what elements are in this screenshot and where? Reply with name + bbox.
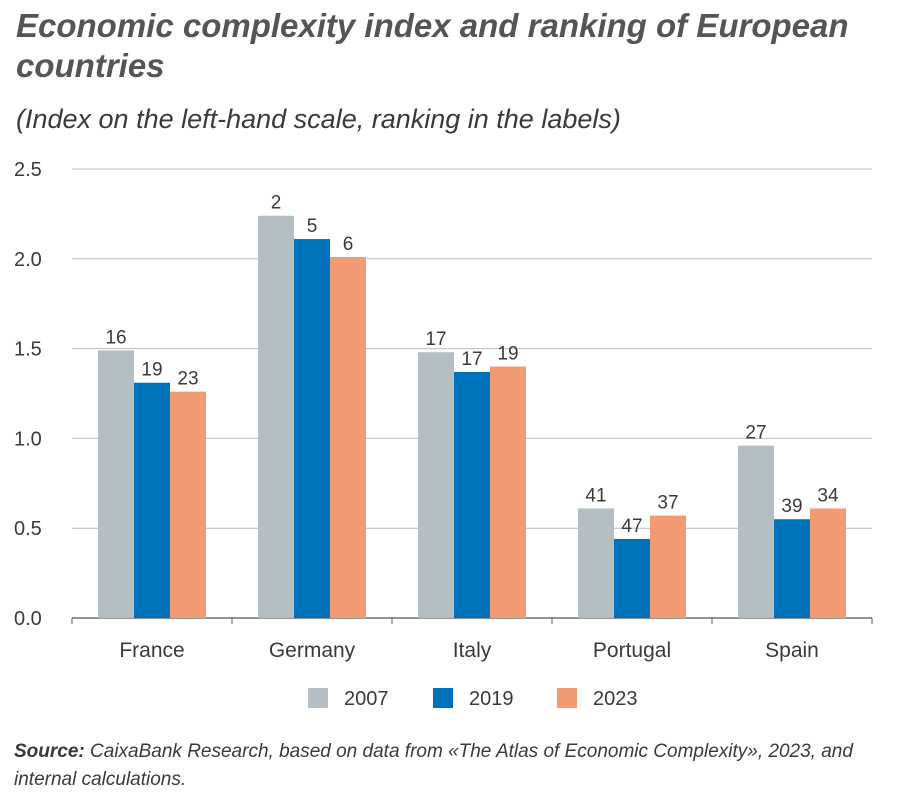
x-tick-label: Germany (269, 639, 356, 662)
source-note: Source: CaixaBank Research, based on dat… (14, 738, 886, 794)
x-tick-label: Italy (453, 639, 492, 662)
bar-2007-france (98, 350, 134, 618)
x-tick-label: Portugal (593, 639, 671, 662)
bar-2007-spain (738, 445, 774, 618)
legend-label: 2007 (344, 688, 389, 710)
bar-2007-portugal (578, 508, 614, 618)
data-label: 37 (657, 493, 678, 514)
y-tick-label: 0.0 (14, 608, 42, 630)
data-label: 23 (177, 369, 198, 390)
data-label: 47 (621, 516, 642, 537)
y-tick-label: 2.5 (14, 159, 42, 181)
source-text: CaixaBank Research, based on data from «… (14, 741, 853, 790)
bar-2023-italy (490, 366, 526, 618)
legend-label: 2019 (469, 688, 514, 710)
y-tick-label: 0.5 (14, 518, 42, 540)
data-label: 17 (461, 349, 482, 370)
data-label: 6 (343, 234, 354, 255)
legend-swatch-2007 (308, 688, 328, 708)
x-tick-label: France (119, 639, 184, 662)
bar-2019-france (134, 382, 170, 618)
chart-title: Economic complexity index and ranking of… (16, 7, 849, 84)
legend-label: 2023 (593, 688, 638, 710)
data-label: 2 (271, 193, 282, 214)
y-tick-label: 1.5 (14, 339, 42, 361)
legend-swatch-2023 (557, 688, 577, 708)
bar-2023-spain (810, 508, 846, 618)
chart-subtitle: (Index on the left-hand scale, ranking i… (16, 104, 621, 134)
bar-2019-germany (294, 239, 330, 618)
bar-chart: 0.0 0.5 1.0 1.5 2.0 2.5 16 19 23 France 2 5 6 Germany… (14, 159, 873, 710)
data-label: 27 (745, 423, 766, 444)
data-label: 17 (425, 329, 446, 350)
legend-swatch-2019 (433, 688, 453, 708)
data-label: 39 (781, 496, 802, 517)
x-tick-label: Spain (765, 639, 819, 662)
bar-2019-portugal (614, 538, 650, 618)
data-label: 34 (817, 485, 839, 506)
y-tick-label: 1.0 (14, 428, 42, 450)
bar-2007-italy (418, 352, 454, 618)
bar-2023-france (170, 391, 206, 618)
bar-2023-portugal (650, 515, 686, 618)
data-label: 19 (141, 360, 162, 381)
source-label: Source: (14, 741, 85, 762)
data-label: 41 (585, 485, 606, 506)
bar-2023-germany (330, 257, 366, 618)
bar-2007-germany (258, 215, 294, 619)
data-label: 16 (105, 327, 126, 348)
bar-2019-spain (774, 519, 810, 618)
data-label: 19 (497, 344, 518, 365)
y-tick-label: 2.0 (14, 249, 42, 271)
bar-2019-italy (454, 371, 490, 618)
data-label: 5 (307, 216, 318, 237)
